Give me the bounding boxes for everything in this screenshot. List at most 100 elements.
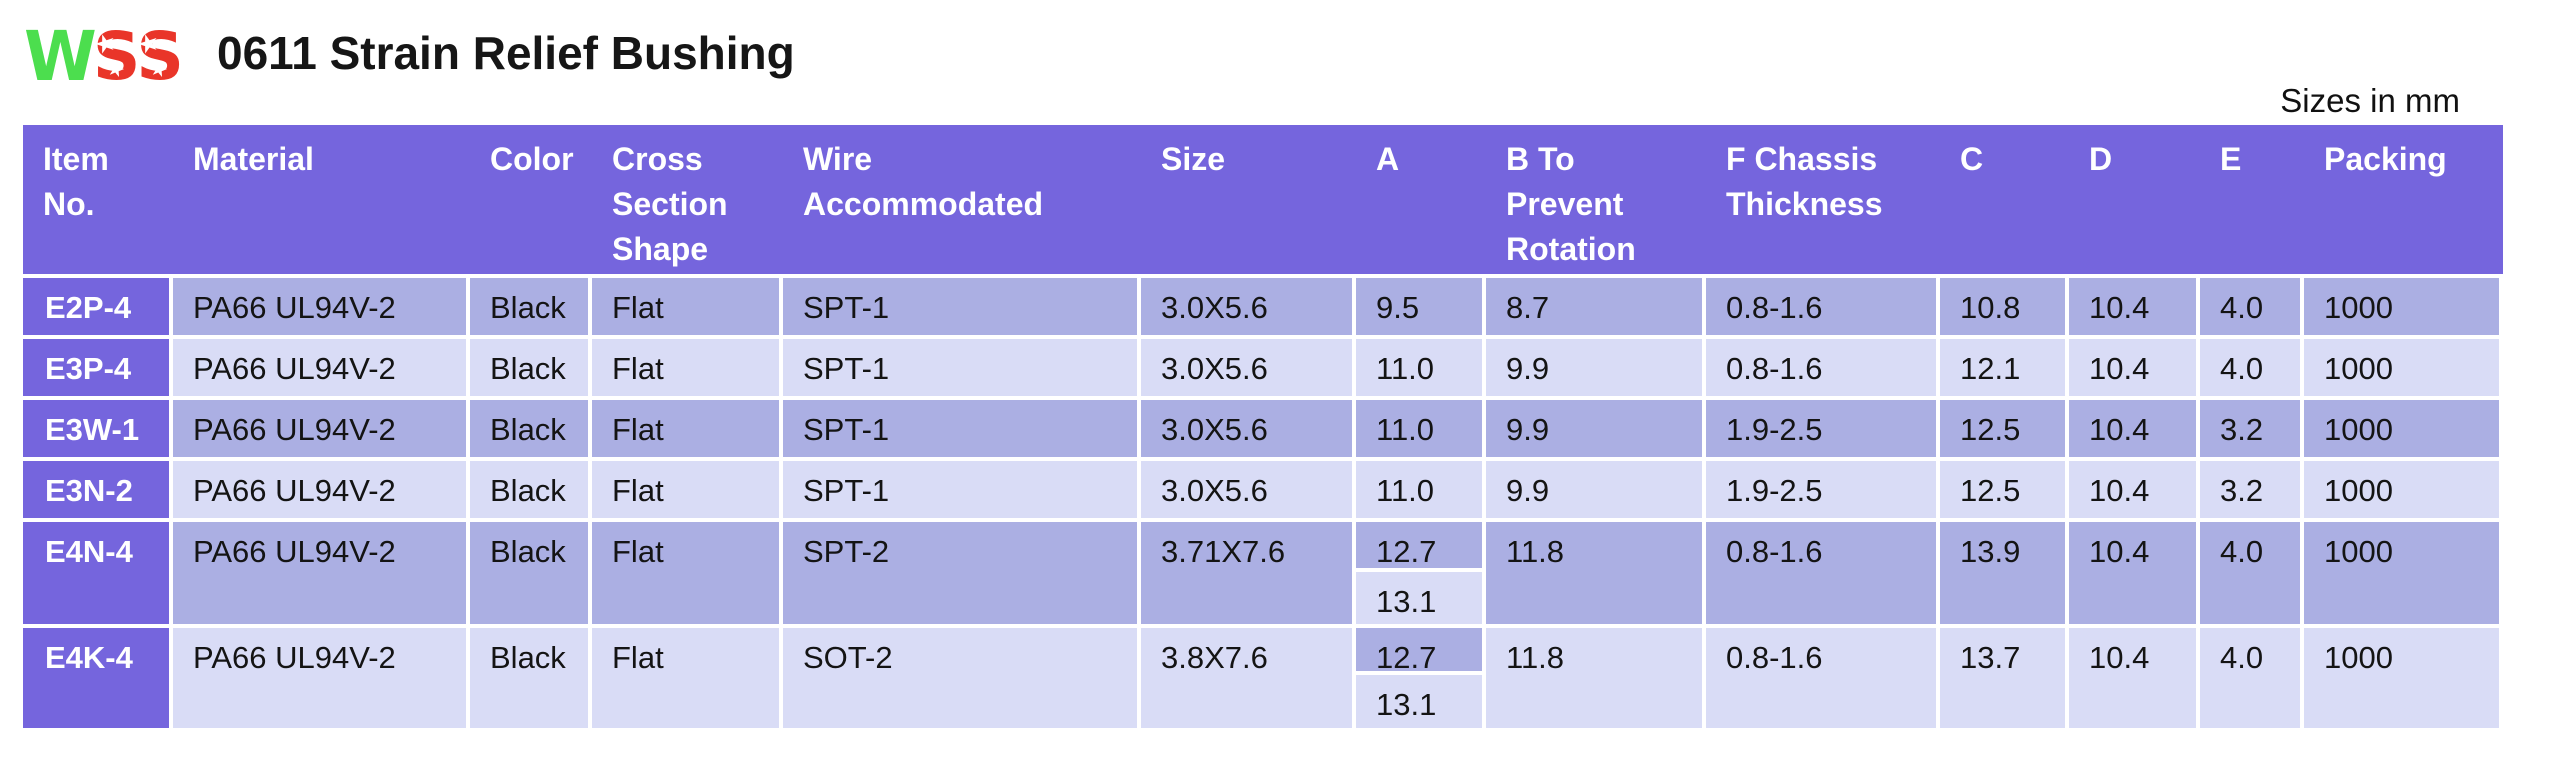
cell-a: 11.0 [1356, 400, 1486, 461]
cell-a-top: 12.7 [1356, 628, 1486, 675]
cell-packing: 1000 [2304, 339, 2503, 400]
cell-packing: 1000 [2304, 400, 2503, 461]
cell-c: 12.5 [1940, 400, 2069, 461]
cell-a: 11.0 [1356, 339, 1486, 400]
cell-f: 0.8-1.6 [1706, 522, 1940, 628]
cell-size: 3.0X5.6 [1141, 278, 1356, 339]
cell-packing: 1000 [2304, 461, 2503, 522]
cell-packing: 1000 [2304, 522, 2503, 628]
cell-e: 4.0 [2200, 522, 2304, 628]
wss-logo: W S ★ ★ S ★ ★ [24, 16, 184, 97]
cell-wire: SPT-1 [783, 400, 1141, 461]
spec-table: Item No. Material Color Cross Section Shape… [23, 125, 2503, 732]
cell-wire: SOT-2 [783, 628, 1141, 732]
cell-c: 13.9 [1940, 522, 2069, 628]
cell-wire: SPT-2 [783, 522, 1141, 628]
col-header-packing: Packing [2304, 125, 2503, 278]
cell-b: 9.9 [1486, 461, 1706, 522]
cell-shape: Flat [592, 278, 783, 339]
col-header-wire: Wire Accommodated [783, 125, 1141, 278]
cell-size: 3.8X7.6 [1141, 628, 1356, 732]
cell-material: PA66 UL94V-2 [173, 278, 470, 339]
cell-d: 10.4 [2069, 461, 2200, 522]
cell-a-bottom: 13.1 [1356, 572, 1486, 628]
logo-letter-s2: S ★ ★ [133, 18, 183, 95]
cell-packing: 1000 [2304, 628, 2503, 732]
cell-shape: Flat [592, 461, 783, 522]
cell-c: 12.5 [1940, 461, 2069, 522]
cell-a: 11.0 [1356, 461, 1486, 522]
cell-f: 0.8-1.6 [1706, 278, 1940, 339]
col-header-e: E [2200, 125, 2304, 278]
row-item-label: E4K-4 [23, 628, 173, 732]
col-header-f: F Chassis Thickness [1706, 125, 1940, 278]
cell-b: 9.9 [1486, 400, 1706, 461]
cell-e: 3.2 [2200, 461, 2304, 522]
cell-color: Black [470, 522, 592, 628]
logo-letter-w: W [24, 16, 97, 97]
cell-size: 3.0X5.6 [1141, 461, 1356, 522]
cell-color: Black [470, 278, 592, 339]
cell-a-bottom: 13.1 [1356, 675, 1486, 732]
cell-d: 10.4 [2069, 339, 2200, 400]
logo-letter-s1: S ★ ★ [89, 18, 140, 95]
cell-d: 10.4 [2069, 522, 2200, 628]
cell-wire: SPT-1 [783, 461, 1141, 522]
cell-c: 10.8 [1940, 278, 2069, 339]
cell-d: 10.4 [2069, 628, 2200, 732]
cell-packing: 1000 [2304, 278, 2503, 339]
cell-d: 10.4 [2069, 400, 2200, 461]
cell-c: 12.1 [1940, 339, 2069, 400]
cell-d: 10.4 [2069, 278, 2200, 339]
cell-f: 0.8-1.6 [1706, 628, 1940, 732]
units-note: Sizes in mm [2280, 82, 2460, 119]
cell-material: PA66 UL94V-2 [173, 522, 470, 628]
row-item-label: E4N-4 [23, 522, 173, 628]
cell-e: 4.0 [2200, 628, 2304, 732]
page-title: 0611 Strain Relief Bushing [217, 27, 795, 79]
cell-wire: SPT-1 [783, 339, 1141, 400]
col-header-a: A [1356, 125, 1486, 278]
col-header-b: B To Prevent Rotation [1486, 125, 1706, 278]
cell-material: PA66 UL94V-2 [173, 461, 470, 522]
cell-material: PA66 UL94V-2 [173, 400, 470, 461]
row-item-label: E3W-1 [23, 400, 173, 461]
row-item-label: E2P-4 [23, 278, 173, 339]
cell-b: 9.9 [1486, 339, 1706, 400]
cell-a: 9.5 [1356, 278, 1486, 339]
row-item-label: E3P-4 [23, 339, 173, 400]
col-header-item: Item No. [23, 125, 173, 278]
cell-material: PA66 UL94V-2 [173, 628, 470, 732]
cell-size: 3.0X5.6 [1141, 339, 1356, 400]
cell-f: 1.9-2.5 [1706, 400, 1940, 461]
cell-size: 3.71X7.6 [1141, 522, 1356, 628]
cell-size: 3.0X5.6 [1141, 400, 1356, 461]
row-item-label: E3N-2 [23, 461, 173, 522]
col-header-c: C [1940, 125, 2069, 278]
cell-shape: Flat [592, 522, 783, 628]
cell-b: 8.7 [1486, 278, 1706, 339]
cell-material: PA66 UL94V-2 [173, 339, 470, 400]
cell-a-top: 12.7 [1356, 522, 1486, 572]
cell-shape: Flat [592, 339, 783, 400]
cell-color: Black [470, 400, 592, 461]
cell-color: Black [470, 461, 592, 522]
col-header-shape: Cross Section Shape [592, 125, 783, 278]
cell-color: Black [470, 628, 592, 732]
cell-shape: Flat [592, 628, 783, 732]
col-header-size: Size [1141, 125, 1356, 278]
cell-shape: Flat [592, 400, 783, 461]
cell-color: Black [470, 339, 592, 400]
col-header-material: Material [173, 125, 470, 278]
col-header-d: D [2069, 125, 2200, 278]
cell-e: 3.2 [2200, 400, 2304, 461]
cell-f: 0.8-1.6 [1706, 339, 1940, 400]
cell-wire: SPT-1 [783, 278, 1141, 339]
cell-e: 4.0 [2200, 278, 2304, 339]
cell-c: 13.7 [1940, 628, 2069, 732]
cell-f: 1.9-2.5 [1706, 461, 1940, 522]
col-header-color: Color [470, 125, 592, 278]
cell-b: 11.8 [1486, 522, 1706, 628]
cell-b: 11.8 [1486, 628, 1706, 732]
